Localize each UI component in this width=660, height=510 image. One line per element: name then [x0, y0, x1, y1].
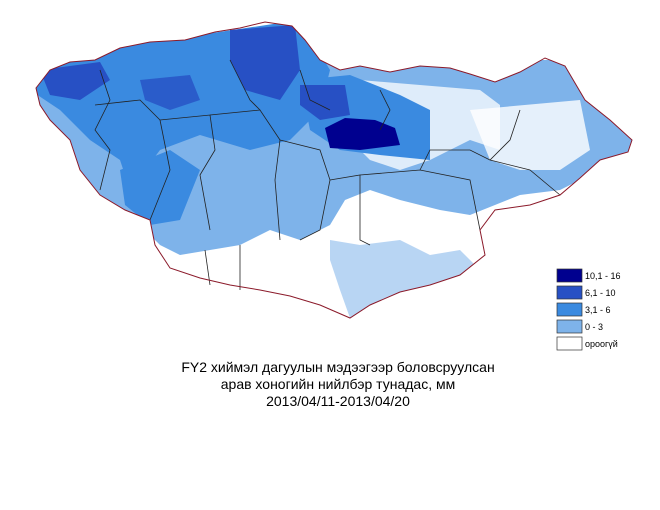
legend-swatch — [556, 285, 583, 300]
legend-swatch — [556, 268, 583, 283]
border — [359, 169, 481, 231]
caption-line: арав хоногийн нийлбэр тунадас, мм — [221, 376, 456, 392]
aimag-borders — [94, 59, 561, 290]
dry-patch — [470, 100, 590, 170]
border — [419, 109, 521, 171]
legend: 10,1 - 16 6,1 - 10 3,1 - 6 0 - 3 ороогүй — [556, 268, 621, 351]
scattered-rain — [330, 240, 480, 318]
border — [379, 89, 391, 131]
legend-label: 10,1 - 16 — [585, 271, 621, 281]
legend-swatch — [556, 336, 583, 351]
country-border — [35, 21, 633, 319]
border — [489, 159, 561, 196]
caption-line: FY2 хиймэл дагуулын мэдээгээр боловсруул… — [181, 359, 494, 375]
border — [299, 69, 331, 111]
border — [94, 69, 111, 191]
border — [149, 119, 171, 221]
caption: FY2 хиймэл дагуулын мэдээгээр боловсруул… — [181, 359, 494, 409]
border — [229, 59, 261, 111]
heavy-rain-area — [230, 25, 300, 100]
legend-swatch — [556, 319, 583, 334]
heavy-rain-area — [140, 75, 200, 110]
legend-label: 6,1 - 10 — [585, 288, 616, 298]
border — [329, 174, 371, 246]
legend-label: 3,1 - 6 — [585, 305, 611, 315]
heavy-rain-area — [40, 62, 110, 100]
caption-line: 2013/04/11-2013/04/20 — [266, 393, 410, 409]
legend-label: ороогүй — [585, 339, 618, 349]
legend-label: 0 - 3 — [585, 322, 603, 332]
very-heavy-rain-area — [325, 118, 400, 150]
legend-swatch — [556, 302, 583, 317]
moderate-rain-area — [120, 150, 200, 225]
border — [204, 249, 211, 286]
heavy-rain-area — [300, 85, 350, 120]
